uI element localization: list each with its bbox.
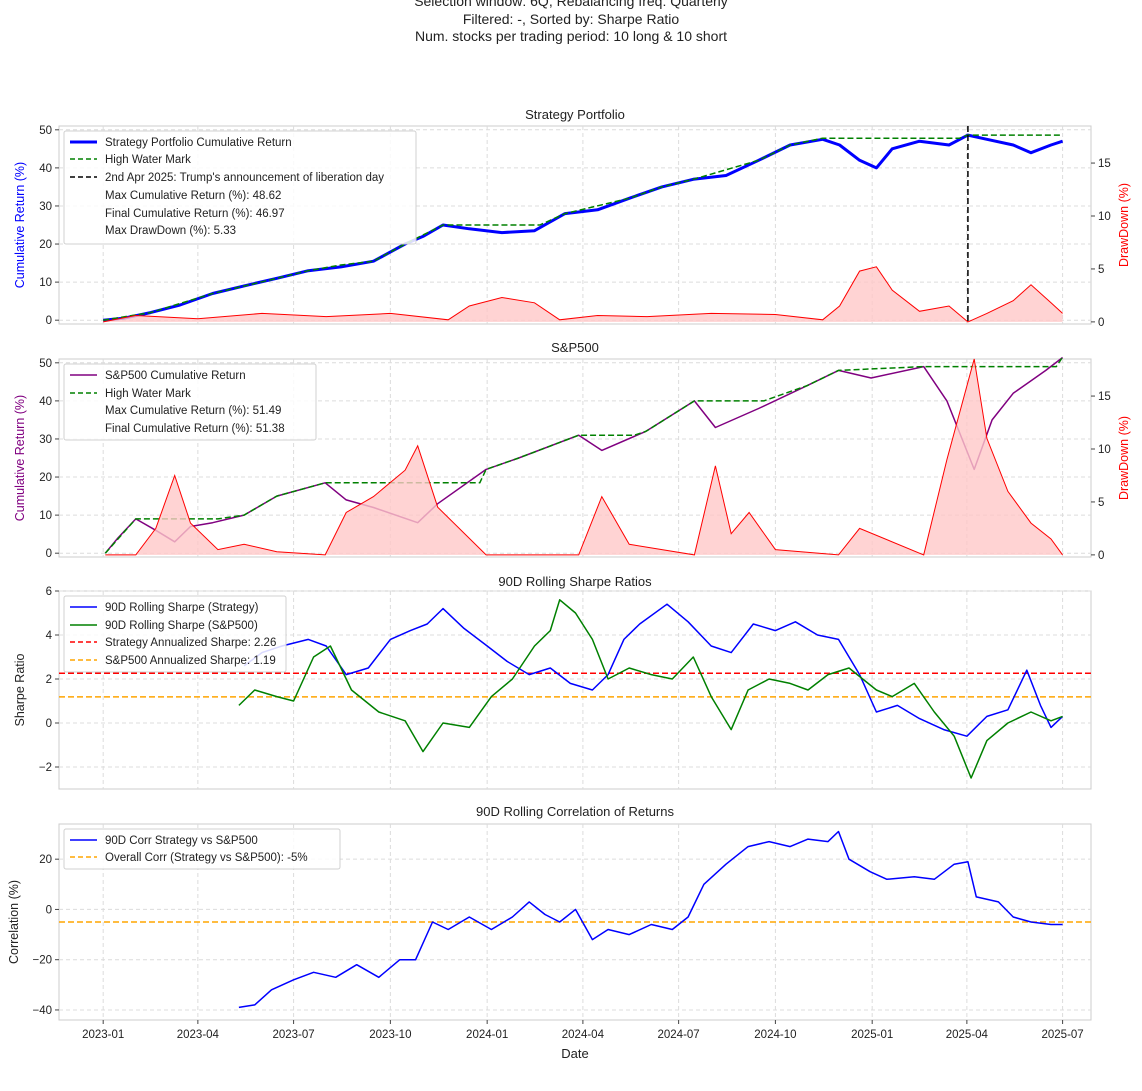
subplot-strategy: Strategy Portfolio 0 10 20 30 40 50 0 5 10 15 Cum… [13, 107, 1131, 329]
ytick-right-label-1: 5 [1098, 497, 1104, 509]
subplot-4-ylabel: Correlation (%) [7, 880, 21, 964]
ytick-label-3: 30 [39, 201, 52, 213]
xtick-label-3: 2023-10 [369, 1029, 411, 1041]
subplot-4-plot-area: −40 −20 0 20 [32, 824, 1091, 1020]
drawdown-fill [105, 359, 1063, 555]
xtick-label-7: 2024-10 [754, 1029, 796, 1041]
subplot-2-ylabel: Cumulative Return (%) [13, 395, 27, 521]
subplot-correlation: 90D Rolling Correlation of Returns −40 −2… [7, 804, 1092, 1061]
ytick-label-0: −2 [39, 762, 52, 774]
legend-event-label: 2nd Apr 2025: Trump's announcement of li… [105, 172, 384, 184]
legend-max-drawdown: Max DrawDown (%): 5.33 [105, 225, 236, 237]
ytick-label-2: 20 [39, 239, 52, 251]
ytick-right-label-3: 15 [1098, 391, 1111, 403]
ytick-label-3: 4 [46, 630, 53, 642]
legend-strategy-label: Strategy Portfolio Cumulative Return [105, 137, 292, 149]
legend-sharpe-annual-strategy-label: Strategy Annualized Sharpe: 2.26 [105, 637, 276, 649]
subplot-1-legend: Strategy Portfolio Cumulative Return Hig… [63, 130, 417, 245]
xtick-label-8: 2025-01 [851, 1029, 893, 1041]
series-line-1 [238, 599, 1063, 779]
series-line-0 [103, 133, 1064, 322]
ytick-label-4: 40 [39, 396, 52, 408]
subplot-4-legend: 90D Corr Strategy vs S&P500 Overall Corr… [63, 828, 341, 870]
legend-sp500-max-cum-return: Max Cumulative Return (%): 51.49 [105, 405, 281, 417]
subplot-sp500: S&P500 0 10 20 30 40 50 0 5 10 15 Cumulative Retu… [13, 340, 1131, 562]
series-line-1 [103, 134, 1063, 321]
x-axis-label: Date [561, 1046, 588, 1061]
ytick-label-3: 20 [39, 854, 52, 866]
legend-sharpe-strategy-label: 90D Rolling Sharpe (Strategy) [105, 602, 259, 614]
legend-sharpe-sp500-label: 90D Rolling Sharpe (S&P500) [105, 620, 258, 632]
x-axis-ticks: 2023-01 2023-04 2023-07 2023-10 2024-01 2024-… [82, 1020, 1084, 1041]
xtick-label-5: 2024-04 [562, 1029, 605, 1041]
xtick-label-2: 2023-07 [272, 1029, 314, 1041]
ytick-label-1: 10 [39, 510, 52, 522]
ytick-right-label-2: 10 [1098, 211, 1111, 223]
subplot-4-title: 90D Rolling Correlation of Returns [476, 804, 674, 819]
drawdown-line [105, 358, 1064, 556]
ytick-right-label-2: 10 [1098, 444, 1111, 456]
subplot-3-plot-area: −2 0 2 4 6 [39, 586, 1091, 789]
ytick-label-5: 50 [39, 358, 52, 370]
ytick-label-1: −20 [32, 955, 52, 967]
legend-sp500-hwm-label: High Water Mark [105, 388, 191, 400]
subplot-1-title: Strategy Portfolio [525, 107, 625, 122]
ytick-label-1: 0 [46, 718, 52, 730]
ytick-right-label-3: 15 [1098, 158, 1111, 170]
drawdown-line [103, 266, 1063, 323]
legend-sharpe-annual-sp500-label: S&P500 Annualized Sharpe: 1.19 [105, 655, 276, 667]
subplot-3-legend: 90D Rolling Sharpe (Strategy) 90D Rollin… [63, 595, 287, 673]
ytick-label-0: 0 [46, 315, 52, 327]
legend-overall-corr-label: Overall Corr (Strategy vs S&P500): -5% [105, 852, 308, 864]
series-line-1 [104, 356, 1064, 554]
ytick-label-2: 0 [46, 904, 52, 916]
ytick-label-1: 10 [39, 277, 52, 289]
subplot-2-legend: S&P500 Cumulative Return High Water Mark… [63, 363, 317, 441]
series-line-0 [243, 603, 1064, 737]
legend-corr-label: 90D Corr Strategy vs S&P500 [105, 835, 258, 847]
subplot-3-ylabel: Sharpe Ratio [13, 653, 27, 726]
subplot-2-plot-area: 0 10 20 30 40 50 0 5 10 15 [39, 356, 1111, 562]
suptitle-line-1: Selection window: 6Q, Rebalancing freq: … [414, 0, 728, 9]
xtick-label-0: 2023-01 [82, 1029, 124, 1041]
ytick-label-4: 6 [46, 586, 52, 598]
legend-sp500-label: S&P500 Cumulative Return [105, 370, 246, 382]
suptitle-line-2: Filtered: -, Sorted by: Sharpe Ratio [463, 11, 680, 27]
series-line-0 [238, 830, 1063, 1009]
ytick-label-2: 2 [46, 674, 52, 686]
xtick-label-10: 2025-07 [1041, 1029, 1083, 1041]
subplot-3-title: 90D Rolling Sharpe Ratios [498, 574, 652, 589]
xtick-label-9: 2025-04 [946, 1029, 989, 1041]
ytick-label-5: 50 [39, 125, 52, 137]
xtick-label-1: 2023-04 [177, 1029, 220, 1041]
ytick-label-2: 20 [39, 472, 52, 484]
legend-sp500-final-cum-return: Final Cumulative Return (%): 51.38 [105, 423, 285, 435]
subplot-2-ylabel-right: DrawDown (%) [1117, 416, 1131, 500]
ytick-label-4: 40 [39, 163, 52, 175]
ytick-label-0: −40 [32, 1005, 52, 1017]
ytick-right-label-0: 0 [1098, 550, 1104, 562]
suptitle-line-3: Num. stocks per trading period: 10 long … [415, 28, 727, 44]
xtick-label-4: 2024-01 [466, 1029, 508, 1041]
legend-hwm-label: High Water Mark [105, 154, 191, 166]
xtick-label-6: 2024-07 [658, 1029, 700, 1041]
ytick-label-3: 30 [39, 434, 52, 446]
ytick-right-label-1: 5 [1098, 264, 1104, 276]
subplot-1-ylabel: Cumulative Return (%) [13, 162, 27, 288]
subplot-sharpe: 90D Rolling Sharpe Ratios −2 0 2 4 6 Sharpe … [13, 574, 1092, 790]
drawdown-fill [103, 266, 1063, 322]
subplot-1-ylabel-right: DrawDown (%) [1117, 183, 1131, 267]
legend-final-cum-return: Final Cumulative Return (%): 46.97 [105, 208, 285, 220]
ytick-right-label-0: 0 [1098, 317, 1104, 329]
ytick-label-0: 0 [46, 548, 52, 560]
subplot-2-title: S&P500 [551, 340, 599, 355]
legend-max-cum-return: Max Cumulative Return (%): 48.62 [105, 190, 281, 202]
